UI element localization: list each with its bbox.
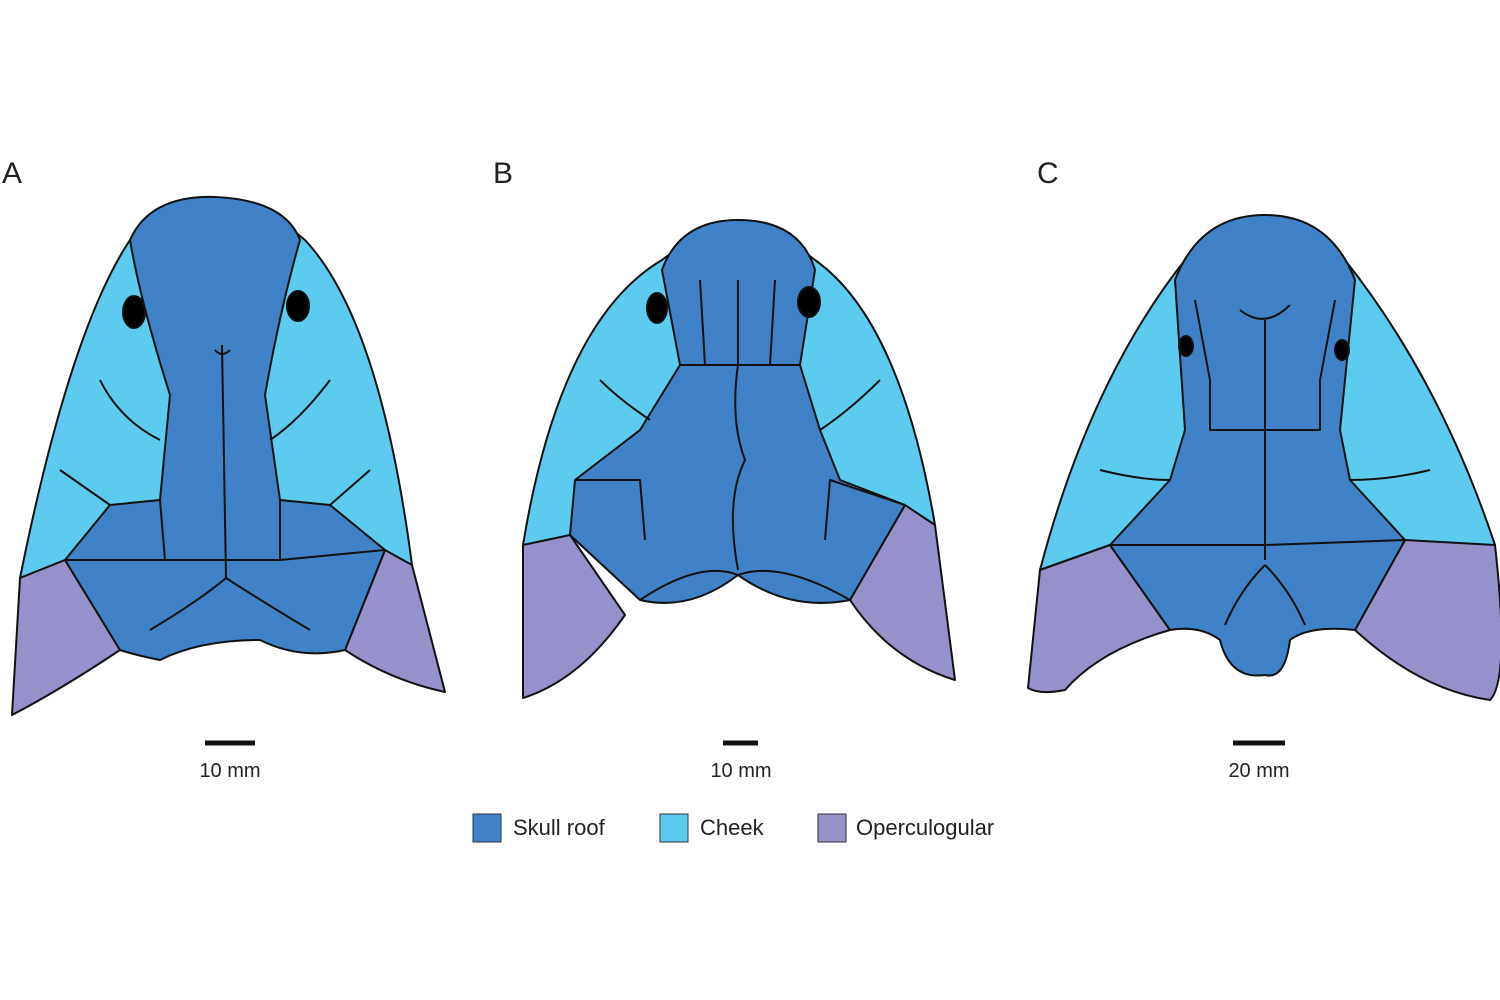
skull-region bbox=[1354, 539, 1500, 701]
legend-label: Cheek bbox=[700, 815, 765, 840]
legend: Skull roof Cheek Operculogular bbox=[472, 813, 994, 843]
skull-region bbox=[1027, 544, 1171, 694]
skull-region bbox=[849, 504, 956, 681]
panel-label: A bbox=[2, 157, 22, 190]
skull-region bbox=[1109, 214, 1406, 677]
legend-label: Operculogular bbox=[856, 815, 994, 840]
scale-label: 20 mm bbox=[1228, 760, 1289, 782]
legend-swatch bbox=[472, 813, 502, 843]
skull-c bbox=[1027, 214, 1500, 701]
legend-label: Skull roof bbox=[513, 815, 606, 840]
legend-swatch bbox=[659, 813, 689, 843]
legend-swatch bbox=[817, 813, 847, 843]
skull-b bbox=[522, 219, 956, 699]
panel-label: C bbox=[1037, 157, 1059, 190]
skull-region bbox=[344, 549, 446, 693]
panel-label: B bbox=[493, 157, 513, 190]
skull-a bbox=[11, 195, 446, 716]
scale-label: 10 mm bbox=[199, 760, 260, 782]
scale-label: 10 mm bbox=[710, 760, 771, 782]
skull-region bbox=[522, 534, 626, 699]
skull-region bbox=[64, 195, 386, 661]
